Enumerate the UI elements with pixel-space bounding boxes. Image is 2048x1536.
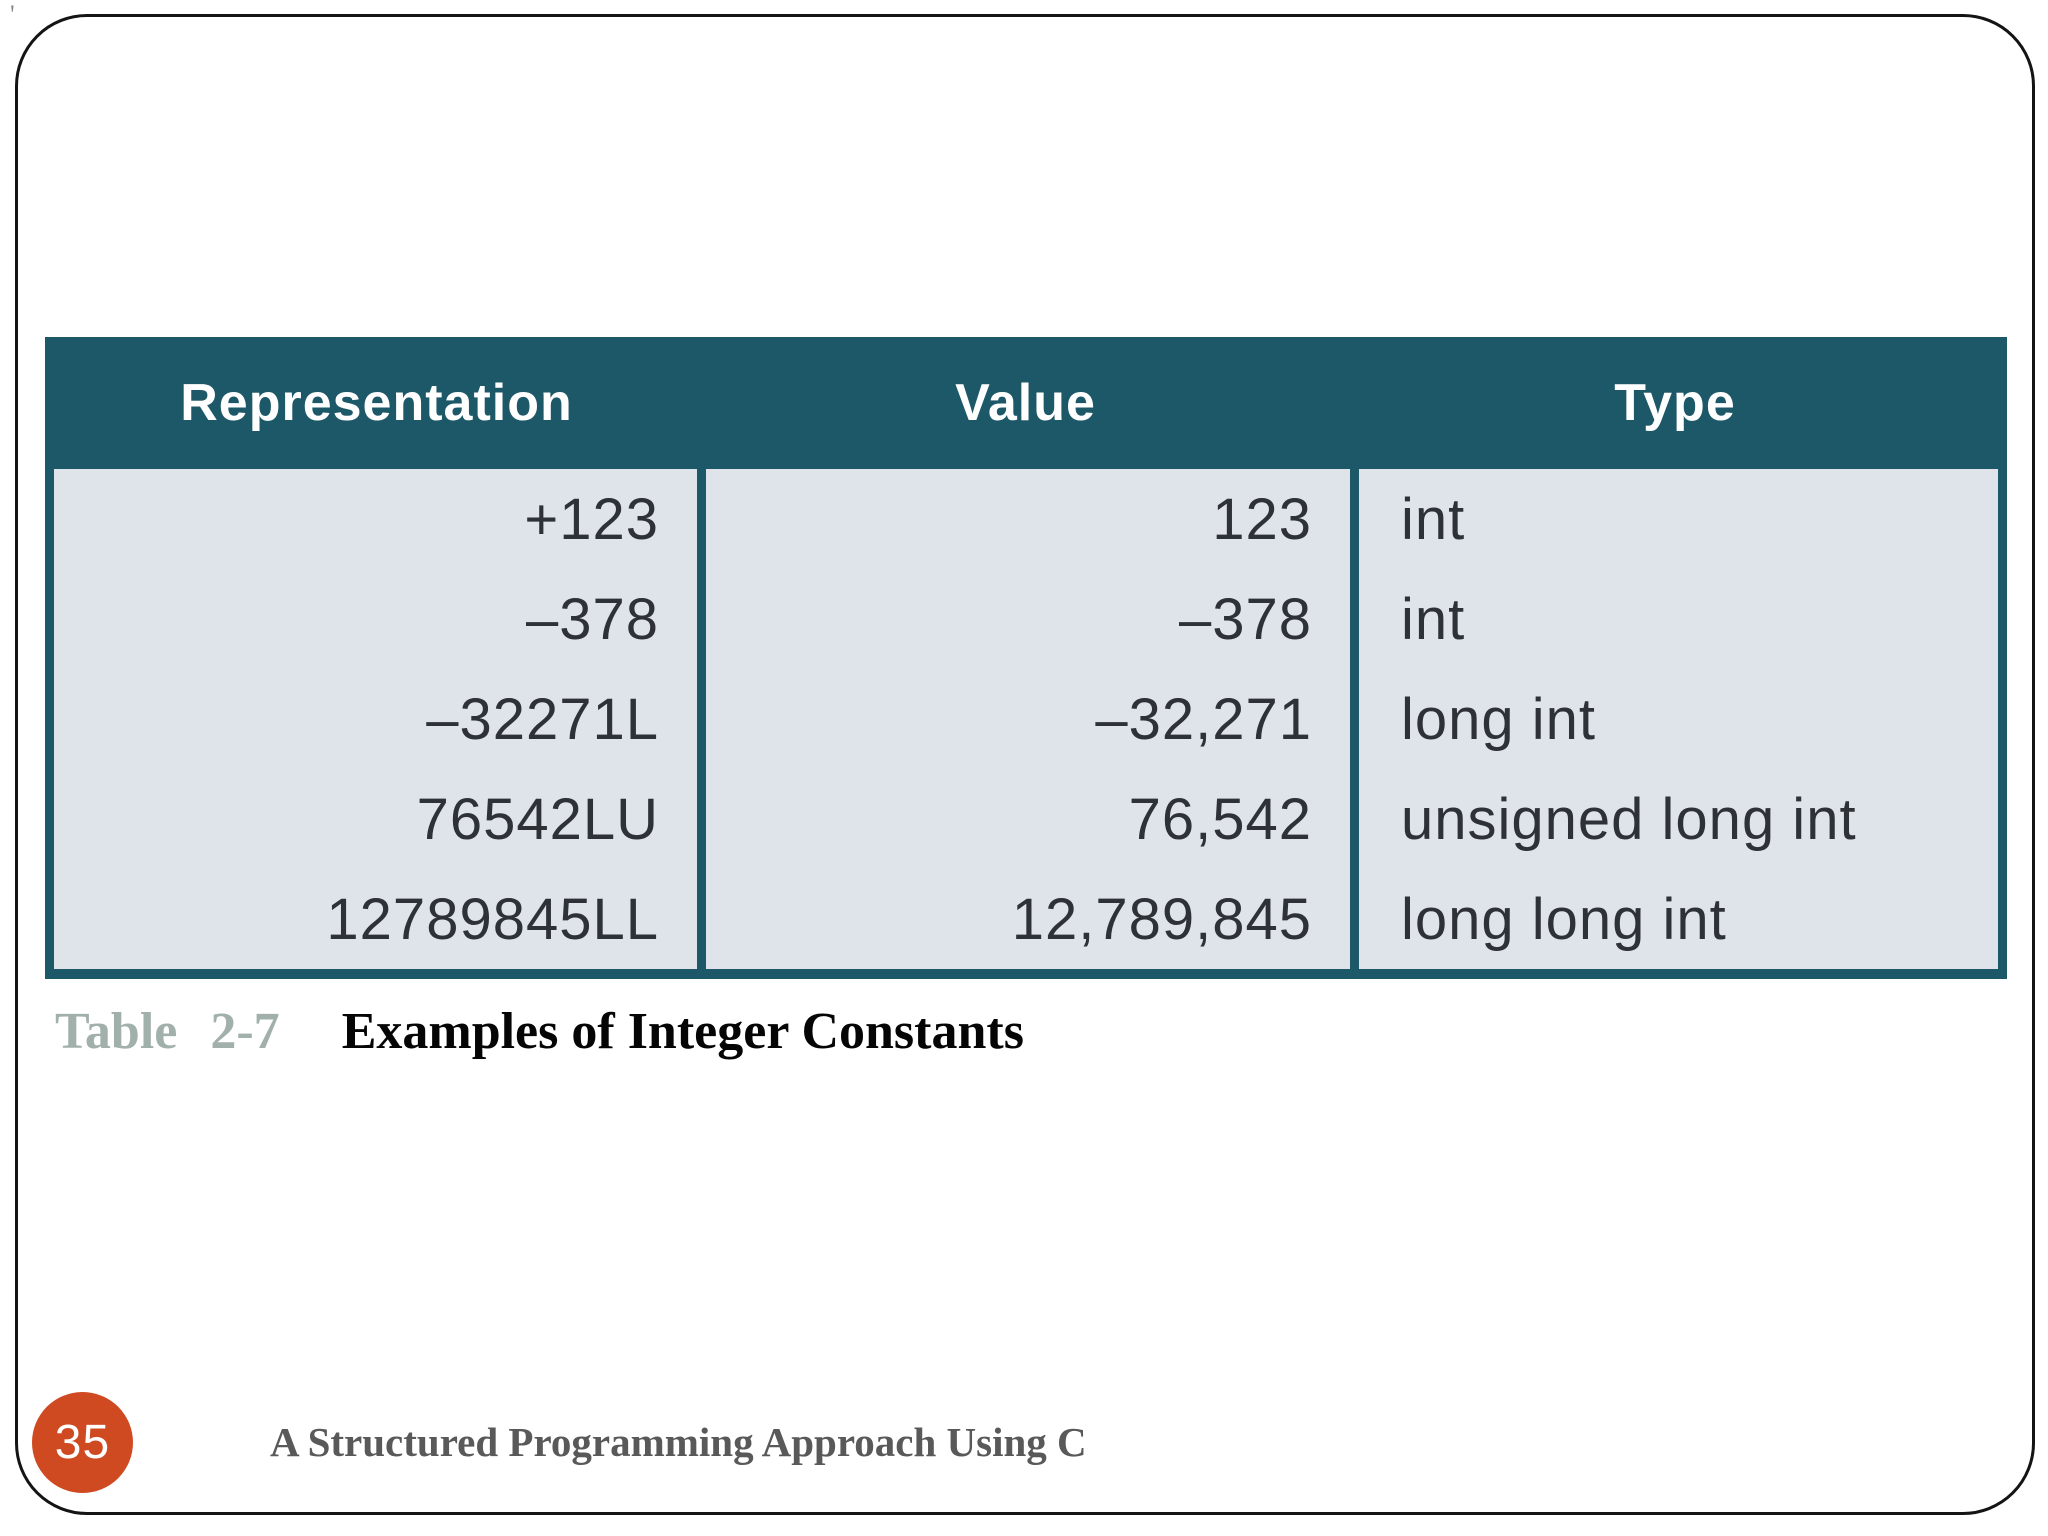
column-header-value: Value — [955, 374, 1096, 432]
type-cell: unsigned long int — [1401, 786, 1857, 852]
integer-constants-table: Representation Value Type +123 –378 –322… — [45, 337, 2007, 979]
page-number-badge: 35 — [32, 1392, 133, 1493]
corner-mark: ' — [10, 0, 15, 29]
column-header-representation: Representation — [180, 374, 573, 432]
representation-cell: +123 — [524, 486, 659, 552]
type-cell: int — [1401, 486, 1466, 552]
table-header-row: Representation Value Type — [54, 337, 1998, 469]
table-caption-label: Table 2-7 — [55, 1003, 280, 1060]
value-cell: –32,271 — [1095, 686, 1312, 752]
column-representation: +123 –378 –32271L 76542LU 12789845LL — [54, 469, 697, 969]
column-type: int int long int unsigned long int long … — [1359, 469, 1998, 969]
representation-cell: 76542LU — [416, 786, 659, 852]
table-body: +123 –378 –32271L 76542LU 12789845LL 123… — [54, 469, 1998, 969]
value-cell: 123 — [1212, 486, 1312, 552]
type-cell: long long int — [1401, 886, 1727, 952]
representation-cell: –378 — [525, 586, 659, 652]
value-cell: –378 — [1178, 586, 1312, 652]
table-caption-title: Examples of Integer Constants — [341, 1003, 1024, 1060]
representation-cell: –32271L — [426, 686, 659, 752]
table-caption: Table 2-7 Examples of Integer Constants — [55, 1002, 1024, 1061]
representation-cell: 12789845LL — [326, 886, 659, 952]
slide-border — [15, 14, 2035, 1515]
type-cell: int — [1401, 586, 1466, 652]
value-cell: 76,542 — [1128, 786, 1312, 852]
value-cell: 12,789,845 — [1011, 886, 1312, 952]
type-cell: long int — [1401, 686, 1597, 752]
page-number: 35 — [54, 1416, 111, 1469]
footer-title: A Structured Programming Approach Using … — [270, 1419, 1087, 1465]
column-value: 123 –378 –32,271 76,542 12,789,845 — [706, 469, 1350, 969]
column-header-type: Type — [1614, 374, 1736, 432]
